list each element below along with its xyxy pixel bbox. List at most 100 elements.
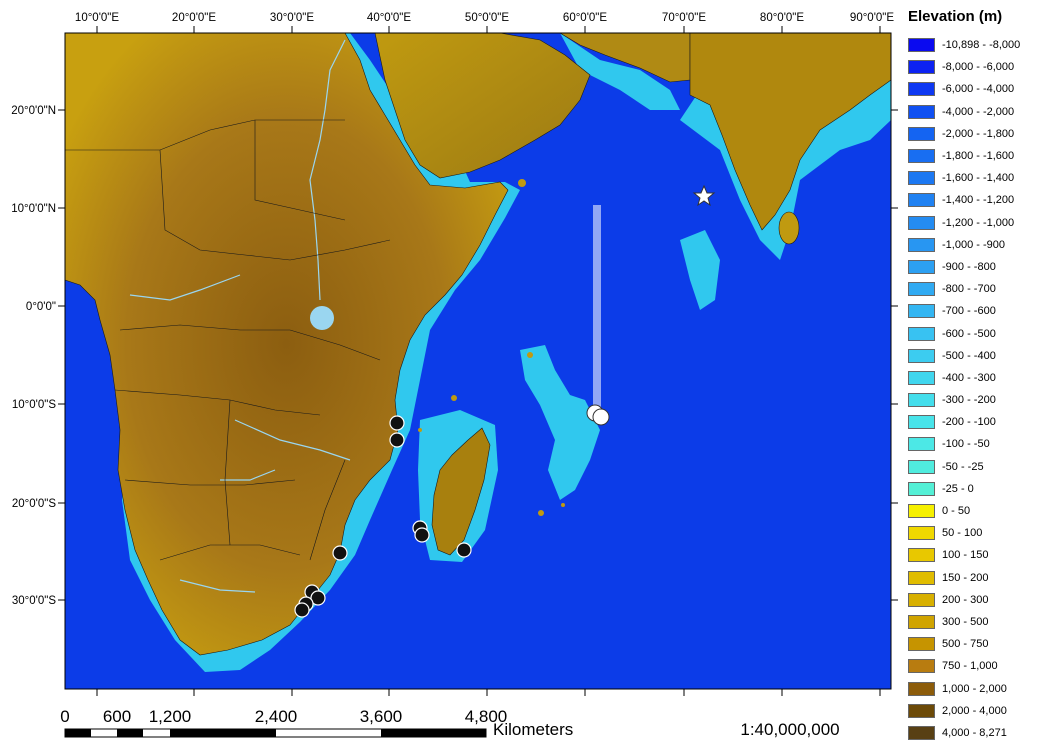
legend-label: 750 - 1,000 <box>942 660 998 673</box>
star-marker <box>692 184 716 207</box>
legend-swatch <box>908 104 935 119</box>
legend-label: -2,000 - -1,800 <box>942 127 1015 140</box>
lon-label-90e: 90°0'0"E <box>850 12 894 24</box>
legend-label: -25 - 0 <box>942 482 974 495</box>
latitude-labels: 20°0'0"N 10°0'0"N 0°0'0" 10°0'0"S 20°0'0… <box>11 105 56 607</box>
scale-label-2400: 2,400 <box>255 707 298 726</box>
lon-label-60e: 60°0'0"E <box>563 12 607 24</box>
scale-label-600: 600 <box>103 707 131 726</box>
rivers <box>129 39 351 593</box>
legend-item: -1,400 - -1,200 <box>904 189 1038 211</box>
legend-swatch <box>908 681 935 696</box>
legend-swatch <box>908 193 935 208</box>
legend-swatch <box>908 637 935 652</box>
lat-label-20s: 20°0'0"S <box>12 498 56 510</box>
legend-item: 0 - 50 <box>904 500 1038 522</box>
legend-label: -4,000 - -2,000 <box>942 105 1015 118</box>
legend-swatch <box>908 504 935 519</box>
legend-swatch <box>908 614 935 629</box>
legend-swatch <box>908 437 935 452</box>
legend-label: -1,200 - -1,000 <box>942 216 1015 229</box>
map-frame <box>64 32 892 690</box>
longitude-labels: 10°0'0"E 20°0'0"E 30°0'0"E 40°0'0"E 50°0… <box>75 12 894 24</box>
legend-item: -1,600 - -1,400 <box>904 167 1038 189</box>
lon-label-40e: 40°0'0"E <box>367 12 411 24</box>
legend-label: -50 - -25 <box>942 460 984 473</box>
lat-label-10n: 10°0'0"N <box>11 203 56 215</box>
legend-item: -4,000 - -2,000 <box>904 101 1038 123</box>
legend-swatch <box>908 370 935 385</box>
legend-item: -10,898 - -8,000 <box>904 34 1038 56</box>
legend-item: -600 - -500 <box>904 322 1038 344</box>
scale-unit: Kilometers <box>493 720 573 739</box>
legend-swatch <box>908 282 935 297</box>
legend-item: 500 - 750 <box>904 633 1038 655</box>
legend-label: 100 - 150 <box>942 549 989 562</box>
legend-label: -1,800 - -1,600 <box>942 150 1015 163</box>
lat-label-30s: 30°0'0"S <box>12 595 56 607</box>
legend-label: -10,898 - -8,000 <box>942 39 1021 52</box>
legend-label: -8,000 - -6,000 <box>942 61 1015 74</box>
legend-item: 200 - 300 <box>904 589 1038 611</box>
legend-label: 150 - 200 <box>942 571 989 584</box>
legend-swatch <box>908 237 935 252</box>
lon-label-50e: 50°0'0"E <box>465 12 509 24</box>
legend-label: -300 - -200 <box>942 394 996 407</box>
legend-item: 50 - 100 <box>904 522 1038 544</box>
legend-item: 150 - 200 <box>904 567 1038 589</box>
legend-label: 4,000 - 8,271 <box>942 726 1007 739</box>
legend-swatch <box>908 725 935 740</box>
legend-rows: -10,898 - -8,000 -8,000 - -6,000 -6,000 - … <box>904 34 1038 744</box>
legend-title: Elevation (m) <box>908 8 1003 25</box>
legend-label: 2,000 - 4,000 <box>942 704 1007 717</box>
sri-lanka <box>778 211 800 245</box>
legend-item: -300 - -200 <box>904 389 1038 411</box>
legend-label: 0 - 50 <box>942 505 971 518</box>
legend-swatch <box>908 659 935 674</box>
country-borders <box>65 119 391 561</box>
legend-item: -25 - 0 <box>904 478 1038 500</box>
legend-swatch <box>908 481 935 496</box>
legend-swatch <box>908 348 935 363</box>
legend-swatch <box>908 326 935 341</box>
legend-swatch <box>908 38 935 53</box>
legend-label: 50 - 100 <box>942 527 983 540</box>
legend-swatch <box>908 592 935 607</box>
legend-label: -100 - -50 <box>942 438 990 451</box>
lake-victoria <box>310 306 334 330</box>
legend-swatch <box>908 171 935 186</box>
legend-swatch <box>908 304 935 319</box>
lat-label-0: 0°0'0" <box>26 301 56 313</box>
legend-swatch <box>908 703 935 718</box>
lon-label-30e: 30°0'0"E <box>270 12 314 24</box>
scale-label-3600: 3,600 <box>360 707 403 726</box>
legend-swatch <box>908 215 935 230</box>
legend-item: -400 - -300 <box>904 367 1038 389</box>
elevation-legend: Elevation (m) -10,898 - -8,000 -8,000 - -… <box>904 6 1038 744</box>
legend-item: -700 - -600 <box>904 300 1038 322</box>
lon-label-70e: 70°0'0"E <box>662 12 706 24</box>
lon-label-80e: 80°0'0"E <box>760 12 804 24</box>
legend-item: -200 - -100 <box>904 411 1038 433</box>
scale-bar: 0 600 1,200 2,400 3,600 4,800 Kilometers <box>60 707 573 739</box>
legend-label: -600 - -500 <box>942 327 996 340</box>
india-landmass <box>689 32 892 231</box>
legend-item: -800 - -700 <box>904 278 1038 300</box>
legend-swatch <box>908 570 935 585</box>
legend-label: -500 - -400 <box>942 349 996 362</box>
legend-item: -2,000 - -1,800 <box>904 123 1038 145</box>
legend-item: 2,000 - 4,000 <box>904 700 1038 722</box>
scale-label-0: 0 <box>60 707 69 726</box>
legend-label: -1,400 - -1,200 <box>942 194 1015 207</box>
legend-item: -500 - -400 <box>904 345 1038 367</box>
legend-label: -700 - -600 <box>942 305 996 318</box>
legend-item: 300 - 500 <box>904 611 1038 633</box>
legend-swatch <box>908 548 935 563</box>
legend-swatch <box>908 415 935 430</box>
legend-item: -100 - -50 <box>904 433 1038 455</box>
legend-label: 200 - 300 <box>942 593 989 606</box>
legend-item: -1,200 - -1,000 <box>904 212 1038 234</box>
legend-swatch <box>908 459 935 474</box>
legend-item: -900 - -800 <box>904 256 1038 278</box>
